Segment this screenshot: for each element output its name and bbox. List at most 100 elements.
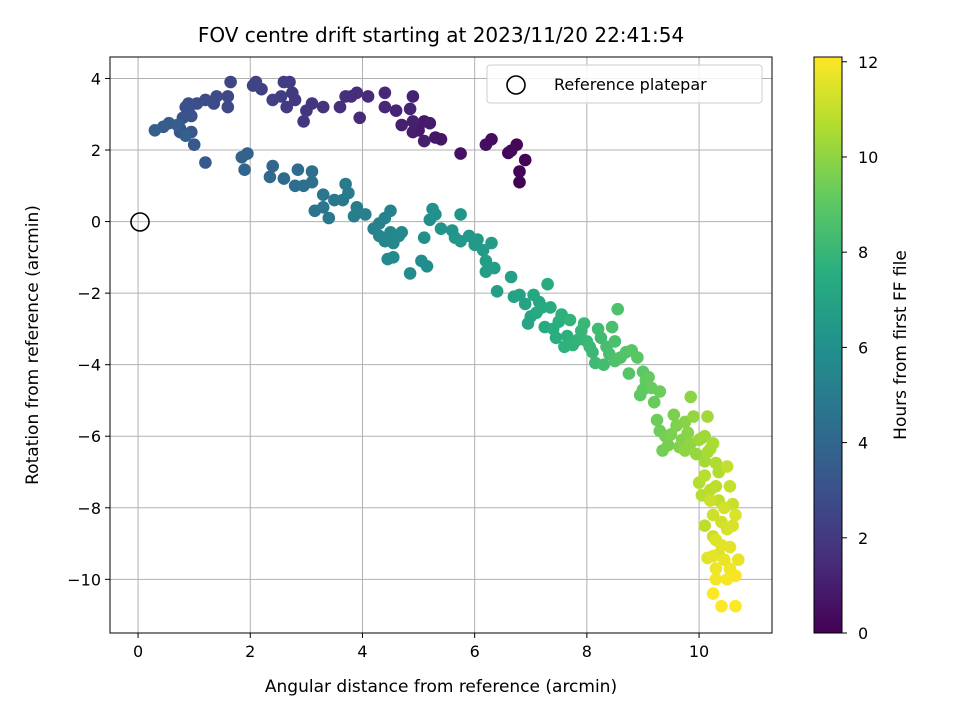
data-point: [518, 297, 532, 311]
data-point: [235, 150, 249, 164]
data-point: [454, 147, 467, 160]
data-point: [342, 186, 355, 200]
data-point: [513, 165, 526, 178]
data-point: [667, 408, 681, 422]
data-point: [291, 163, 305, 176]
data-point: [642, 370, 655, 384]
data-point: [187, 138, 201, 151]
data-point: [586, 345, 599, 359]
data-point: [406, 125, 420, 139]
data-point: [266, 93, 280, 107]
data-point: [316, 100, 330, 114]
legend-box: [486, 64, 763, 104]
data-point: [653, 385, 667, 398]
data-point: [681, 426, 695, 440]
data-point: [513, 175, 526, 189]
y-tick-label: −4: [77, 356, 101, 375]
data-point: [549, 331, 563, 345]
colorbar-tick-label: 8: [858, 243, 868, 262]
data-point: [479, 138, 493, 151]
data-point: [297, 115, 310, 128]
data-point: [403, 102, 417, 116]
data-point: [504, 270, 518, 284]
data-point: [720, 460, 734, 473]
data-point: [631, 351, 644, 364]
data-point: [594, 331, 608, 345]
data-point: [732, 553, 745, 566]
data-point: [544, 301, 557, 314]
y-axis-label: Rotation from reference (arcmin): [23, 205, 43, 485]
data-point: [280, 100, 294, 114]
data-point: [479, 254, 493, 268]
data-point: [381, 252, 395, 266]
data-point: [389, 104, 403, 117]
x-axis: 0 2 4 6 8 10: [133, 633, 709, 661]
data-point: [504, 144, 518, 157]
data-point: [316, 188, 330, 201]
y-tick-label: −10: [67, 570, 101, 589]
data-point: [698, 469, 711, 482]
data-point: [339, 90, 352, 103]
x-tick-label: 2: [245, 642, 255, 661]
y-tick-label: −2: [77, 284, 101, 303]
data-point: [698, 429, 711, 443]
data-point: [488, 261, 501, 275]
data-point: [403, 267, 417, 280]
x-tick-label: 6: [470, 642, 480, 661]
data-point: [706, 587, 720, 600]
colorbar-tick-label: 4: [858, 434, 868, 453]
data-point: [420, 260, 434, 273]
data-point: [577, 317, 591, 330]
data-point: [210, 90, 223, 103]
data-point: [476, 243, 490, 257]
data-point: [347, 209, 361, 223]
data-point: [709, 562, 723, 575]
data-point: [305, 175, 319, 189]
data-point: [704, 494, 717, 507]
data-point: [316, 201, 330, 214]
colorbar-tick-label: 0: [858, 624, 868, 643]
colorbar-ticks: 0 2 4 6 8 10 12: [842, 53, 878, 643]
data-point: [611, 302, 624, 316]
data-point: [179, 129, 192, 142]
data-point: [690, 447, 703, 461]
y-axis: 4 2 0 −2 −4 −6 −8 −10: [67, 69, 110, 589]
data-point: [723, 540, 737, 554]
data-point: [597, 358, 610, 372]
data-point: [246, 79, 260, 92]
data-point: [221, 100, 235, 114]
data-point: [723, 480, 737, 493]
data-point: [395, 118, 409, 132]
data-point: [199, 156, 212, 169]
data-point: [305, 165, 319, 178]
data-point: [423, 116, 437, 130]
colorbar: 0 2 4 6 8 10 12 Hours from first FF file: [813, 53, 911, 643]
data-point: [715, 599, 728, 613]
legend: Reference platepar: [486, 64, 763, 104]
data-point: [221, 90, 235, 103]
data-point: [454, 208, 467, 221]
data-point: [701, 410, 714, 423]
data-point: [429, 208, 442, 221]
data-point: [726, 519, 739, 532]
data-point: [513, 288, 526, 302]
data-point: [322, 211, 336, 225]
data-point: [266, 159, 280, 173]
data-point: [709, 573, 723, 586]
colorbar-tick-label: 6: [858, 338, 868, 357]
x-axis-label: Angular distance from reference (arcmin): [265, 677, 617, 697]
data-point: [361, 90, 375, 103]
data-point: [718, 501, 731, 515]
data-point: [429, 131, 442, 144]
y-tick-label: 4: [91, 69, 101, 88]
x-tick-label: 10: [689, 642, 709, 661]
y-tick-label: 0: [91, 213, 101, 232]
legend-label-reference: Reference platepar: [554, 75, 707, 94]
data-point: [698, 519, 711, 532]
data-point: [417, 231, 431, 244]
data-point: [729, 569, 742, 583]
x-tick-label: 8: [582, 642, 592, 661]
legend-reference-icon: [506, 75, 526, 95]
data-point: [359, 208, 372, 221]
